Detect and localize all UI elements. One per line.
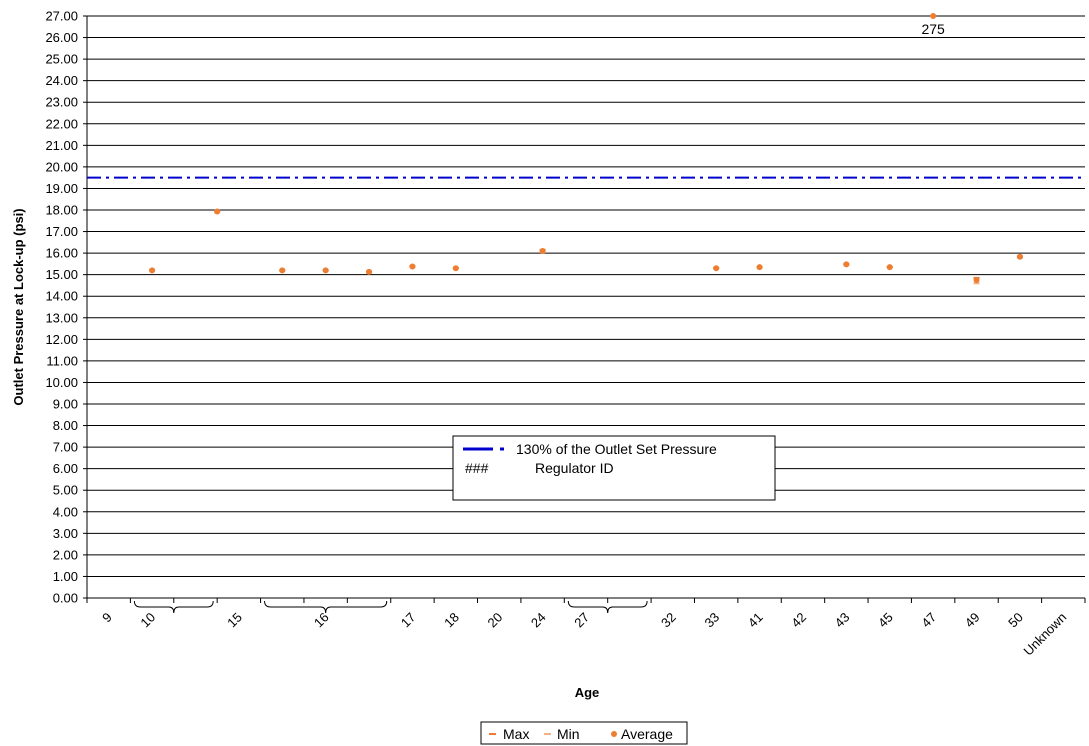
y-tick-label: 20.00 [45,159,78,174]
point-average [452,265,459,272]
y-tick-label: 17.00 [45,224,78,239]
y-tick-label: 22.00 [45,116,78,131]
point-average [886,264,893,271]
y-tick-label: 9.00 [53,397,78,412]
point-average [930,13,937,19]
x-tick-label: 18 [441,610,462,631]
y-tick-label: 14.00 [45,289,78,304]
legend-bottom-frame [480,721,688,745]
point-average [1016,253,1023,260]
point-average [539,247,546,254]
point-average [973,277,980,284]
x-tick-label: 16 [311,610,332,631]
x-tick-label: 27 [571,610,592,631]
y-tick-label: 21.00 [45,138,78,153]
y-tick-label: 19.00 [45,181,78,196]
y-tick-label: 18.00 [45,203,78,218]
annotations: 275 [921,21,945,37]
x-tick-label: 10 [137,610,158,631]
x-tick-label: Unknown [1020,610,1069,659]
x-tick-label: 9 [99,610,115,626]
y-tick-label: 25.00 [45,52,78,67]
y-tick-label: 13.00 [45,310,78,325]
y-tick-label: 10.00 [45,375,78,390]
series-markers [149,13,1023,285]
data-label: 275 [921,21,945,37]
point-average [279,267,286,274]
y-tick-label: 5.00 [53,483,78,498]
x-tick-labels: 9 10 15 16 17 18 20 24 27 32 33 41 42 43 45 47 49 50Unkno… [99,610,1069,659]
y-tick-label: 27.00 [45,9,78,24]
legend-average-label: Average [621,726,673,742]
category-brace [264,600,388,614]
legend-box-frame [452,435,776,501]
legend-min-label: Min [557,726,580,742]
x-tick-label: 47 [918,610,939,631]
y-tick-label: 3.00 [53,526,78,541]
y-tick-label: 1.00 [53,569,78,584]
point-average [843,261,850,268]
point-average [149,267,156,274]
y-tick-label: 24.00 [45,73,78,88]
x-tick-label: 50 [1005,610,1026,631]
point-average [713,265,720,272]
legend-average-marker [611,731,617,737]
y-tick-label: 8.00 [53,418,78,433]
y-tick-label: 0.00 [53,591,78,606]
y-tick-label: 12.00 [45,332,78,347]
x-tick-label: 33 [701,610,722,631]
x-tick-label: 20 [485,610,506,631]
x-axis-title: Age [575,685,600,700]
y-tick-label: 2.00 [53,547,78,562]
x-tick-label: 17 [398,610,419,631]
legend-box: 130% of the Outlet Set Pressure ### Regu… [452,435,776,501]
x-tick-label: 15 [224,610,245,631]
x-tick-label: 42 [788,610,809,631]
x-tick-label: 49 [962,610,983,631]
y-tick-label: 7.00 [53,440,78,455]
axes [86,16,1086,603]
point-average [756,264,763,271]
point-average [214,208,221,215]
y-tick-label: 4.00 [53,504,78,519]
y-tick-label: 16.00 [45,246,78,261]
y-tick-label: 26.00 [45,30,78,45]
x-tick-label: 24 [528,610,549,631]
legend-bottom: Max Min Average [480,721,688,745]
x-tick-label: 32 [658,610,679,631]
y-tick-label: 23.00 [45,95,78,110]
legend-id-label: Regulator ID [535,460,614,476]
y-tick-labels: 0.00 1.00 2.00 3.00 4.00 5.00 6.00 7.00 8.00 9.00… [45,9,78,606]
legend-max-marker [489,733,496,735]
y-tick-label: 6.00 [53,461,78,476]
gridlines [83,15,1085,599]
y-tick-label: 11.00 [46,353,78,368]
point-average [322,267,329,274]
y-tick-label: 15.00 [45,267,78,282]
marker-min [973,282,980,285]
legend-refline-label: 130% of the Outlet Set Pressure [516,441,717,457]
x-tick-label: 41 [745,610,766,631]
x-tick-label: 45 [875,610,896,631]
y-axis-title: Outlet Pressure at Lock-up (psi) [11,208,26,405]
x-tick-label: 43 [832,610,853,631]
legend-min-marker [544,733,551,735]
legend-max-label: Max [503,726,529,742]
legend-id-symbol: ### [465,460,489,476]
category-brace [133,600,214,614]
category-brace [567,600,648,614]
point-average [366,268,373,275]
category-braces [133,600,648,614]
point-average [409,263,416,270]
